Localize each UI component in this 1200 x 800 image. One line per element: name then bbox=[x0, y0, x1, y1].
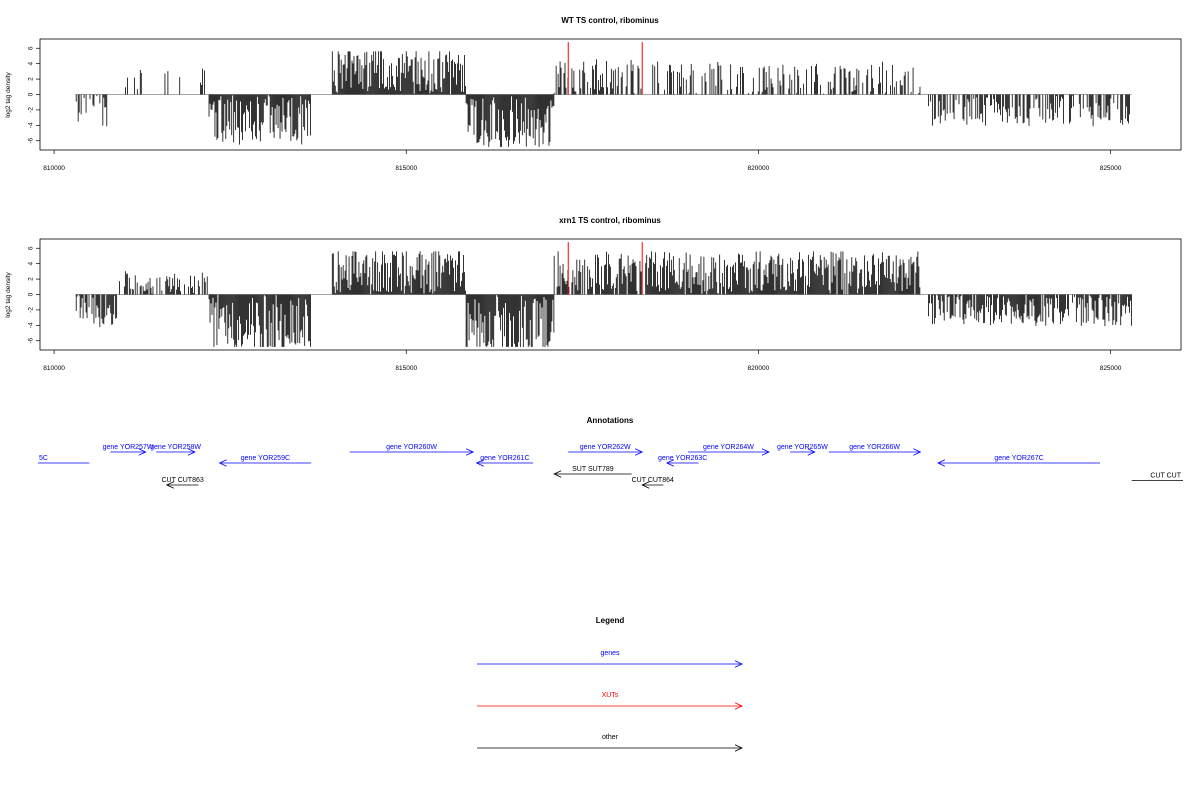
feature-arrow-head bbox=[665, 459, 675, 467]
feature-arrow-head bbox=[187, 448, 196, 456]
panel-wt-plot: -6 -4 -2 0 2 4 6 810000 815000 820000 825000 bbox=[28, 42, 1132, 172]
panel-xrn1-title: xrn1 TS control, ribominus bbox=[559, 216, 661, 225]
y-tick-label: -4 bbox=[28, 122, 35, 128]
feature-label: gene YOR262W bbox=[580, 444, 631, 451]
feature-label: gene YOR257W bbox=[103, 444, 154, 451]
feature-arrow-head bbox=[475, 459, 484, 467]
legend-title: Legend bbox=[596, 616, 625, 625]
panel-xrn1-ylabel: log2 tag density bbox=[5, 271, 12, 317]
feature-label: gene YOR266W bbox=[849, 444, 900, 451]
feature-arrow-head bbox=[218, 459, 227, 467]
x-tick-label: 810000 bbox=[43, 165, 65, 172]
y-tick-label: 2 bbox=[28, 77, 35, 81]
y-tick-label: -6 bbox=[28, 337, 35, 343]
y-tick-label: 6 bbox=[28, 46, 35, 50]
feature-label: CUT CUT864 bbox=[632, 477, 674, 484]
feature-label: SUT SUT789 bbox=[572, 466, 614, 473]
y-tick-label: 0 bbox=[28, 292, 35, 296]
y-tick-label: 0 bbox=[28, 92, 35, 96]
panel-wt-ylabel: log2 tag density bbox=[5, 71, 12, 117]
y-tick-label: 2 bbox=[28, 277, 35, 281]
legend-arrow-head bbox=[734, 660, 743, 668]
feature-arrow-head bbox=[635, 448, 644, 456]
feature-arrow-head bbox=[165, 481, 174, 489]
feature-label: gene YOR259C bbox=[241, 455, 290, 462]
feature-label: gene YOR267C bbox=[994, 455, 1043, 462]
feature-label: gene YOR263C bbox=[658, 455, 707, 462]
feature-label: gene YOR264W bbox=[703, 444, 754, 451]
legend-label: other bbox=[602, 734, 619, 741]
legend-label: XUTs bbox=[602, 692, 619, 699]
feature-arrow-head bbox=[553, 470, 562, 478]
y-tick-label: 4 bbox=[28, 261, 35, 265]
feature-arrow-head bbox=[138, 448, 147, 456]
y-tick-label: -2 bbox=[28, 107, 35, 113]
feature-label: CUT CUT863 bbox=[161, 477, 203, 484]
feature-arrow-head bbox=[807, 448, 816, 456]
legend-label: genes bbox=[600, 650, 620, 657]
feature-arrow-head bbox=[913, 448, 922, 456]
legend-items: genes XUTs other bbox=[477, 650, 743, 752]
legend-arrow-head bbox=[734, 744, 743, 752]
feature-arrow-head bbox=[761, 448, 770, 456]
x-tick-label: 820000 bbox=[748, 365, 770, 372]
panel-wt-title: WT TS control, ribominus bbox=[561, 16, 659, 25]
feature-arrow-head bbox=[937, 459, 946, 467]
y-tick-label: -6 bbox=[28, 137, 35, 143]
legend-arrow-head bbox=[734, 702, 743, 710]
x-tick-label: 815000 bbox=[395, 165, 417, 172]
x-tick-label: 825000 bbox=[1100, 165, 1122, 172]
x-tick-label: 820000 bbox=[748, 165, 770, 172]
feature-label: CUT CUT bbox=[1150, 473, 1181, 480]
y-tick-label: 6 bbox=[28, 246, 35, 250]
feature-label: 5C bbox=[39, 455, 48, 462]
x-tick-label: 810000 bbox=[43, 365, 65, 372]
x-tick-label: 825000 bbox=[1100, 365, 1122, 372]
feature-arrow-head bbox=[465, 448, 475, 456]
annotations-title: Annotations bbox=[587, 416, 634, 425]
feature-label: gene YOR260W bbox=[386, 444, 437, 451]
feature-label: gene YOR265W bbox=[777, 444, 828, 451]
y-tick-label: 4 bbox=[28, 61, 35, 65]
x-tick-label: 815000 bbox=[395, 365, 417, 372]
y-tick-label: -2 bbox=[28, 307, 35, 313]
feature-arrow-head bbox=[641, 481, 650, 489]
feature-label: gene YOR258W bbox=[150, 444, 201, 451]
y-tick-label: -4 bbox=[28, 322, 35, 328]
feature-label: gene YOR261C bbox=[480, 455, 529, 462]
panel-xrn1: xrn1 TS control, ribominus log2 tag dens… bbox=[5, 216, 1182, 372]
panel-xrn1-plot: -6 -4 -2 0 2 4 6 810000 815000 820000 825000 bbox=[28, 242, 1132, 372]
panel-wt: WT TS control, ribominus log2 tag densit… bbox=[5, 16, 1182, 172]
legend: Legend genes XUTs other bbox=[477, 616, 743, 752]
